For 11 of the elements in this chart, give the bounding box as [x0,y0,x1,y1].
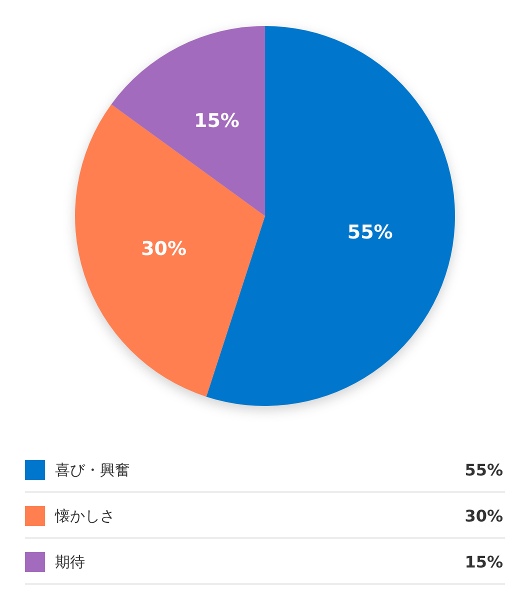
pie-slice [75,104,265,397]
legend-label: 懐かしさ [54,507,115,525]
text: 30% [464,506,503,526]
text: 55% [464,460,503,480]
data-label: 30% [141,238,187,260]
legend-label: 期待 [55,553,85,571]
data-label: 55% [347,222,393,244]
data-label: 15% [194,110,240,132]
pie-slice [111,26,265,216]
text: 15% [464,552,503,572]
legend-label: 喜び・興奮 [55,461,130,479]
